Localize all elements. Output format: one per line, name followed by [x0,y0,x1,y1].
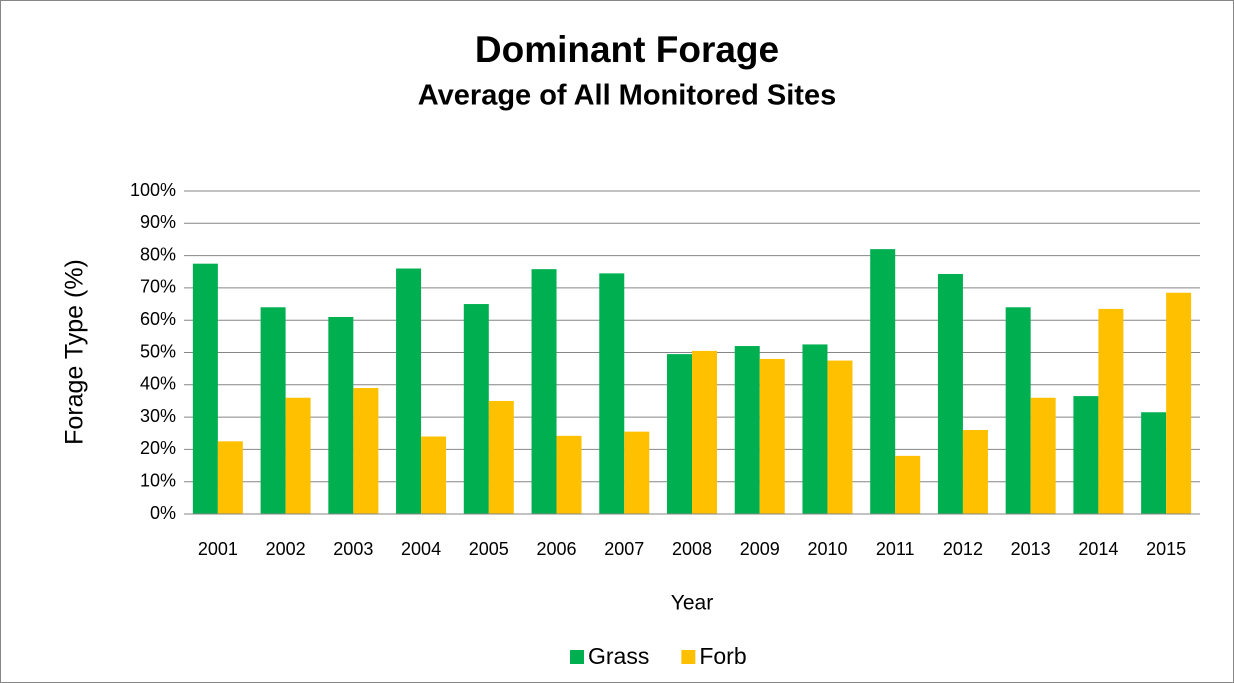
bar [260,307,286,514]
x-tick-label: 2012 [943,539,983,559]
bar [488,400,514,514]
bar [531,269,557,514]
x-tick-label: 2011 [876,539,915,559]
y-tick-label: 60% [140,309,176,329]
x-axis-label: Year [671,592,713,615]
x-tick-label: 2009 [740,539,780,559]
bar [895,455,921,514]
bar [937,274,963,514]
x-tick-label: 2015 [1146,539,1186,559]
bar [667,354,692,514]
y-tick-label: 40% [140,374,176,394]
y-axis-label: Forage Type (%) [61,259,89,445]
legend-swatch [681,650,696,664]
legend-swatch [570,650,584,664]
y-tick-label: 20% [140,438,176,458]
bar [692,350,717,514]
y-tick-label: 70% [140,277,176,297]
bar [759,358,785,514]
y-tick-label: 30% [140,406,176,426]
bar [870,249,896,514]
x-tick-label: 2002 [266,539,306,559]
bar [962,430,988,514]
bar [353,388,379,514]
bar [734,346,760,514]
x-tick-label: 2001 [198,539,238,559]
bar [192,263,218,514]
x-tick-label: 2003 [333,539,373,559]
y-tick-label: 0% [150,503,176,523]
bar [1098,308,1124,514]
bar [827,360,853,514]
x-tick-label: 2013 [1011,539,1051,559]
x-tick-label: 2007 [604,539,644,559]
bar [328,316,354,514]
x-tick-label: 2006 [537,539,577,559]
y-tick-label: 10% [140,470,176,490]
bar [285,397,311,514]
chart-subtitle: Average of All Monitored Sites [418,80,836,112]
legend-label: Grass [588,643,649,669]
bar [1166,292,1192,514]
x-tick-label: 2014 [1078,539,1118,559]
x-tick-label: 2005 [469,539,509,559]
bar [1005,307,1031,514]
bar [556,435,582,514]
bar [624,431,650,514]
chart-title: Dominant Forage [475,29,779,70]
y-tick-label: 80% [140,244,176,264]
y-tick-label: 100% [130,180,176,200]
bar [396,268,422,514]
bar [217,441,243,514]
y-tick-label: 90% [140,212,176,232]
x-tick-label: 2004 [401,539,441,559]
bar [802,344,828,514]
bar [463,304,489,514]
bar [1030,397,1056,514]
x-tick-label: 2008 [672,539,712,559]
bar [421,436,447,514]
y-tick-label: 50% [140,341,176,361]
legend-label: Forb [699,643,746,669]
bar [1141,412,1167,514]
bar [599,273,625,514]
x-tick-label: 2010 [807,539,847,559]
bar [1073,396,1099,514]
